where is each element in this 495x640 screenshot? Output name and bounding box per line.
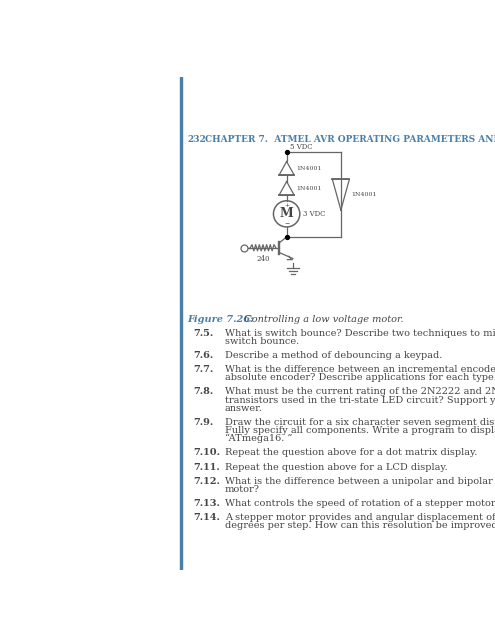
Text: Draw the circuit for a six character seven segment display.: Draw the circuit for a six character sev… [225,418,495,427]
Text: 1N4001: 1N4001 [297,186,322,191]
Text: 7.11.: 7.11. [194,463,220,472]
Text: Controlling a low voltage motor.: Controlling a low voltage motor. [238,316,403,324]
Text: Describe a method of debouncing a keypad.: Describe a method of debouncing a keypad… [225,351,442,360]
Text: What is switch bounce? Describe two techniques to minimize: What is switch bounce? Describe two tech… [225,328,495,337]
Text: 7.5.: 7.5. [194,328,214,337]
Text: motor?: motor? [225,485,259,494]
Text: transistors used in the tri-state LED circuit? Support your: transistors used in the tri-state LED ci… [225,396,495,404]
Text: “ATmega16. ”: “ATmega16. ” [225,434,292,444]
Text: What must be the current rating of the 2N2222 and 2N2907: What must be the current rating of the 2… [225,387,495,397]
Text: −: − [284,220,289,225]
Text: Fully specify all components. Write a program to display: Fully specify all components. Write a pr… [225,426,495,435]
Text: 5 VDC: 5 VDC [290,143,312,152]
Text: What is the difference between a unipolar and bipolar stepper: What is the difference between a unipola… [225,477,495,486]
Text: 7.13.: 7.13. [194,499,220,508]
Text: answer.: answer. [225,404,262,413]
Text: Repeat the question above for a dot matrix display.: Repeat the question above for a dot matr… [225,449,477,458]
Text: switch bounce.: switch bounce. [225,337,299,346]
Text: 7.7.: 7.7. [194,365,214,374]
Text: 7.12.: 7.12. [194,477,220,486]
Text: 7.10.: 7.10. [194,449,221,458]
Text: 7.8.: 7.8. [194,387,214,397]
Text: 1N4001: 1N4001 [352,192,377,197]
Text: absolute encoder? Describe applications for each type.: absolute encoder? Describe applications … [225,373,495,382]
Text: A stepper motor provides and angular displacement of 1.8: A stepper motor provides and angular dis… [225,513,495,522]
Text: 7.14.: 7.14. [194,513,220,522]
Text: Repeat the question above for a LCD display.: Repeat the question above for a LCD disp… [225,463,447,472]
Text: 232: 232 [188,135,206,144]
Text: What is the difference between an incremental encoder and an: What is the difference between an increm… [225,365,495,374]
Text: What controls the speed of rotation of a stepper motor?: What controls the speed of rotation of a… [225,499,495,508]
Text: 3 VDC: 3 VDC [303,210,325,218]
Text: 7.9.: 7.9. [194,418,214,427]
Text: Figure 7.26:: Figure 7.26: [188,316,254,324]
Text: +: + [284,203,289,208]
Bar [180,77,182,570]
Text: CHAPTER 7.  ATMEL AVR OPERATING PARAMETERS AND INTERFACING: CHAPTER 7. ATMEL AVR OPERATING PARAMETER… [205,135,495,144]
Text: 7.6.: 7.6. [194,351,214,360]
Text: M: M [280,207,294,220]
Text: 1N4001: 1N4001 [297,166,322,171]
Text: degrees per step. How can this resolution be improved?: degrees per step. How can this resolutio… [225,522,495,531]
Text: 240: 240 [256,255,270,262]
